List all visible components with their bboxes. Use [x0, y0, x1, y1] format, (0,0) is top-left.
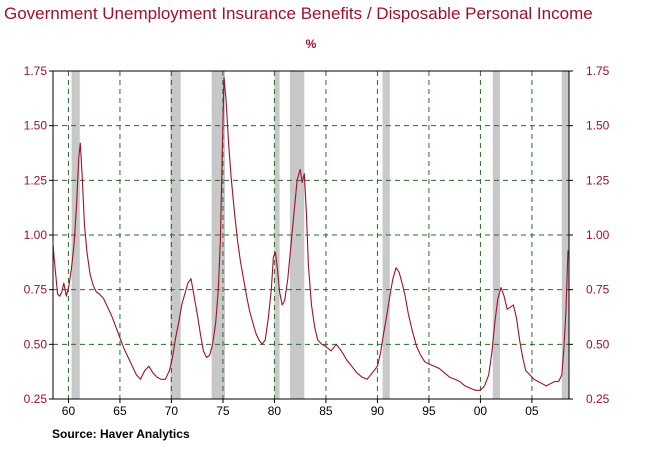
y-tick-label: 1.00 [24, 228, 48, 242]
y-axis-right: 0.25 0.50 0.75 1.00 1.25 1.50 1.75 [569, 64, 610, 406]
x-tick-label: 70 [165, 404, 179, 418]
source-note: Source: Haver Analytics [52, 427, 190, 441]
recession-band [170, 71, 181, 399]
y-tick-label: 1.50 [24, 119, 48, 133]
y-tick-label-right: 1.25 [586, 173, 610, 187]
y-tick-label: 0.75 [24, 283, 48, 297]
series-line [52, 77, 569, 391]
x-tick-label: 75 [216, 404, 230, 418]
x-tick-label: 80 [268, 404, 282, 418]
x-tick-label: 00 [474, 404, 488, 418]
x-tick-label: 90 [371, 404, 385, 418]
y-tick-label: 0.50 [24, 337, 48, 351]
y-tick-label-right: 1.00 [586, 228, 610, 242]
y-tick-label-right: 0.25 [586, 392, 610, 406]
y-tick-label-right: 0.75 [586, 283, 610, 297]
y-tick-label: 1.75 [24, 64, 48, 78]
y-tick-label: 1.25 [24, 173, 48, 187]
y-tick-label: 0.25 [24, 392, 48, 406]
x-tick-label: 85 [319, 404, 333, 418]
x-tick-label: 65 [113, 404, 127, 418]
x-tick-label: 05 [525, 404, 539, 418]
y-tick-label-right: 1.75 [586, 64, 610, 78]
chart-title: Government Unemployment Insurance Benefi… [4, 4, 593, 23]
recession-band [274, 71, 280, 399]
unit-label: % [306, 37, 317, 51]
y-tick-label-right: 0.50 [586, 337, 610, 351]
y-axis-left: 0.25 0.50 0.75 1.00 1.25 1.50 1.75 [24, 64, 53, 406]
x-axis: 60 65 70 75 80 85 90 95 00 05 [62, 399, 539, 418]
recession-band [561, 71, 569, 399]
x-tick-label: 60 [62, 404, 76, 418]
series-group [52, 77, 569, 391]
x-tick-label: 95 [422, 404, 436, 418]
y-tick-label-right: 1.50 [586, 119, 610, 133]
